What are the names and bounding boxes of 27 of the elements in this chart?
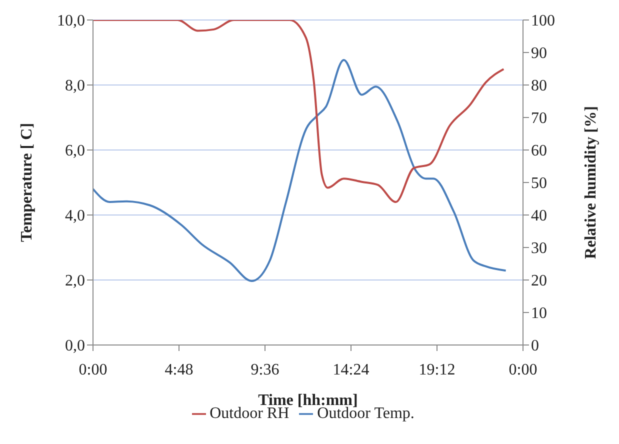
x-tick-label: 4:48 [164, 361, 194, 378]
y-tick-label: 8,0 [65, 78, 85, 95]
y-axis-title: Temperature [ C] [18, 122, 36, 242]
x-tick-label: 14:24 [332, 361, 370, 378]
y2-tick-label: 50 [531, 175, 547, 192]
y2-tick-label: 0 [531, 338, 539, 355]
y2-tick-label: 10 [531, 305, 547, 322]
y2-tick-label: 20 [531, 272, 547, 290]
y2-tick-label: 80 [531, 78, 547, 95]
x-tick-label: 0:00 [508, 361, 538, 378]
y-tick-label: 2,0 [65, 272, 85, 290]
x-tick-label: 0:00 [78, 361, 108, 378]
y-tick-label: 0,0 [65, 338, 85, 355]
x-tick-label: 9:36 [250, 361, 280, 378]
y2-tick-label: 70 [531, 110, 547, 128]
y2-tick-label: 100 [531, 12, 555, 30]
line-series [93, 58, 507, 282]
y-tick-label: 6,0 [65, 142, 85, 160]
y2-tick-label: 30 [531, 240, 547, 258]
y2-tick-label: 90 [531, 45, 547, 62]
line-series [93, 20, 505, 203]
y2-tick-label: 60 [531, 142, 547, 160]
x-tick-label: 19:12 [418, 361, 456, 378]
y-tick-label: 4,0 [65, 208, 85, 225]
y-tick-label: 10,0 [57, 12, 85, 30]
y2-axis-title: Relative humidity [%] [582, 106, 600, 259]
y2-tick-label: 40 [531, 208, 547, 225]
